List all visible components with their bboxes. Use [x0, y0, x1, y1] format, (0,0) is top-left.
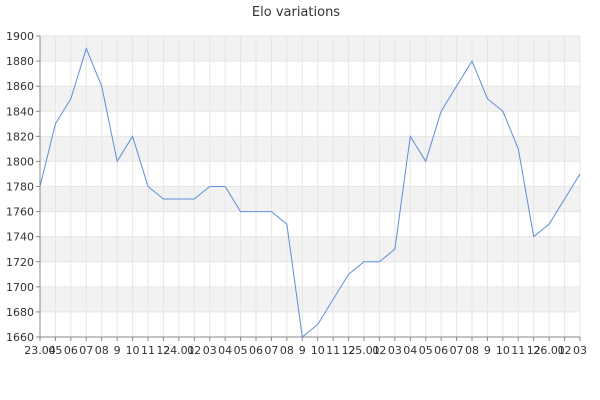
x-tick-label: 25.01	[348, 344, 380, 357]
x-tick-label: 08	[465, 344, 479, 357]
x-tick-label: 04	[403, 344, 417, 357]
x-tick-label: 02	[187, 344, 201, 357]
plot-band	[40, 136, 580, 162]
y-tick-label: 1660	[6, 331, 34, 344]
x-tick-label: 03	[203, 344, 217, 357]
x-tick-label: 9	[114, 344, 121, 357]
x-tick-label: 02	[558, 344, 572, 357]
x-tick-label: 10	[496, 344, 510, 357]
x-tick-label: 07	[450, 344, 464, 357]
x-tick-label: 06	[64, 344, 78, 357]
x-tick-label: 08	[95, 344, 109, 357]
y-tick-label: 1900	[6, 30, 34, 43]
x-tick-label: 03	[388, 344, 402, 357]
plot-bands	[40, 36, 580, 312]
x-tick-label: 05	[48, 344, 62, 357]
x-tick-label: 11	[511, 344, 525, 357]
x-tick-label: 10	[126, 344, 140, 357]
x-tick-label: 06	[249, 344, 263, 357]
plot-band	[40, 236, 580, 262]
plot-band	[40, 36, 580, 62]
x-tick-label: 9	[484, 344, 491, 357]
x-tick-label: 11	[141, 344, 155, 357]
x-tick-label: 24.01	[163, 344, 195, 357]
x-tick-label: 03	[573, 344, 587, 357]
y-tick-label: 1720	[6, 256, 34, 269]
x-tick-label: 12	[342, 344, 356, 357]
series-line	[39, 47, 581, 338]
series-layer	[39, 47, 581, 338]
chart-title: Elo variations	[252, 5, 340, 20]
y-tick-label: 1860	[6, 80, 34, 93]
x-tick-label: 05	[419, 344, 433, 357]
x-tick-label: 04	[218, 344, 232, 357]
x-tick-label: 02	[372, 344, 386, 357]
x-tick-label: 12	[527, 344, 541, 357]
x-tick-label: 08	[280, 344, 294, 357]
y-tick-label: 1700	[6, 281, 34, 294]
y-tick-label: 1740	[6, 231, 34, 244]
x-tick-label: 11	[326, 344, 340, 357]
plot-band	[40, 86, 580, 112]
y-tick-label: 1760	[6, 206, 34, 219]
y-tick-label: 1780	[6, 181, 34, 194]
plot-band	[40, 186, 580, 212]
x-tick-label: 12	[156, 344, 170, 357]
y-tick-label: 1820	[6, 130, 34, 143]
y-axis-ticks: 1660 1680 1700 1720 1740 1760 1780 1800 1820 1840…	[6, 30, 40, 344]
x-tick-label: 07	[264, 344, 278, 357]
x-tick-label: 10	[311, 344, 325, 357]
x-tick-label: 23.04	[24, 344, 56, 357]
x-tick-label: 07	[79, 344, 93, 357]
y-tick-label: 1800	[6, 155, 34, 168]
plot-grid	[39, 35, 581, 338]
plot-band	[40, 286, 580, 312]
x-tick-label: 9	[299, 344, 306, 357]
y-tick-label: 1840	[6, 105, 34, 118]
y-tick-label: 1680	[6, 306, 34, 319]
y-tick-label: 1880	[6, 55, 34, 68]
x-tick-label: 26.01	[533, 344, 565, 357]
x-tick-label: 05	[234, 344, 248, 357]
x-tick-label: 06	[434, 344, 448, 357]
